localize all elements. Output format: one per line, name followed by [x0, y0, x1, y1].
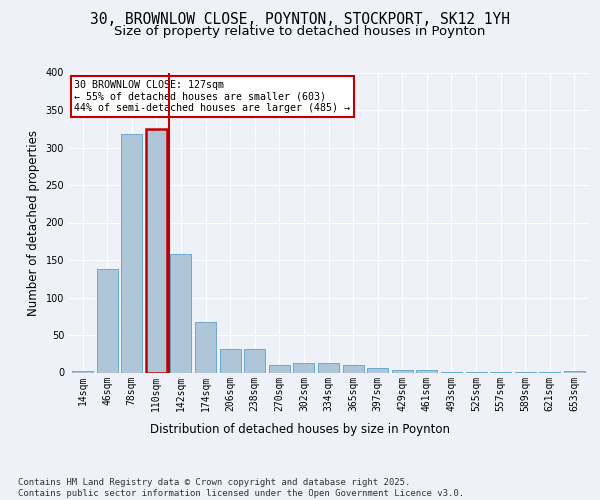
Bar: [195, 322, 216, 372]
Bar: [293, 363, 314, 372]
Bar: [146, 128, 167, 372]
Bar: [269, 365, 290, 372]
Bar: [121, 134, 142, 372]
Text: Contains HM Land Registry data © Crown copyright and database right 2025.
Contai: Contains HM Land Registry data © Crown c…: [18, 478, 464, 498]
Bar: [367, 368, 388, 372]
Text: 30 BROWNLOW CLOSE: 127sqm
← 55% of detached houses are smaller (603)
44% of semi: 30 BROWNLOW CLOSE: 127sqm ← 55% of detac…: [74, 80, 350, 113]
Text: Distribution of detached houses by size in Poynton: Distribution of detached houses by size …: [150, 422, 450, 436]
Bar: [97, 269, 118, 372]
Bar: [416, 370, 437, 372]
Bar: [564, 371, 585, 372]
Text: Size of property relative to detached houses in Poynton: Size of property relative to detached ho…: [115, 25, 485, 38]
Bar: [343, 365, 364, 372]
Bar: [244, 348, 265, 372]
Bar: [318, 363, 339, 372]
Y-axis label: Number of detached properties: Number of detached properties: [27, 130, 40, 316]
Bar: [170, 254, 191, 372]
Text: 30, BROWNLOW CLOSE, POYNTON, STOCKPORT, SK12 1YH: 30, BROWNLOW CLOSE, POYNTON, STOCKPORT, …: [90, 12, 510, 28]
Bar: [392, 370, 413, 372]
Bar: [72, 371, 93, 372]
Bar: [220, 348, 241, 372]
